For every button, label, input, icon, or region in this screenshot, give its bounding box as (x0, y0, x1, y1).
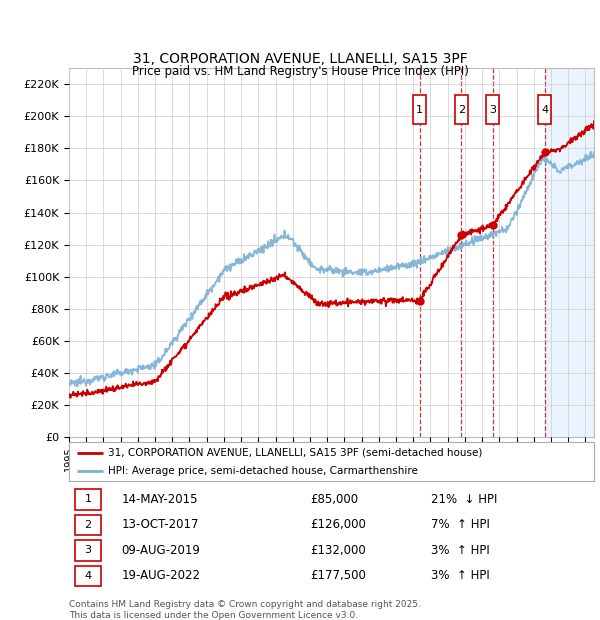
Text: 2: 2 (85, 520, 91, 530)
Bar (486, 95, 499, 125)
Text: 09-AUG-2019: 09-AUG-2019 (121, 544, 200, 557)
Text: 31, CORPORATION AVENUE, LLANELLI, SA15 3PF: 31, CORPORATION AVENUE, LLANELLI, SA15 3… (133, 52, 467, 66)
Text: 4: 4 (85, 571, 91, 581)
Text: 21%  ↓ HPI: 21% ↓ HPI (431, 493, 497, 506)
Text: 13-OCT-2017: 13-OCT-2017 (121, 518, 199, 531)
Bar (455, 95, 468, 125)
Text: £85,000: £85,000 (311, 493, 359, 506)
Text: 3%  ↑ HPI: 3% ↑ HPI (431, 569, 490, 582)
Text: Contains HM Land Registry data © Crown copyright and database right 2025.
This d: Contains HM Land Registry data © Crown c… (69, 600, 421, 619)
Text: £126,000: £126,000 (311, 518, 367, 531)
Text: 7%  ↑ HPI: 7% ↑ HPI (431, 518, 490, 531)
Bar (545, 68, 600, 437)
Text: 3: 3 (489, 105, 496, 115)
Text: 3%  ↑ HPI: 3% ↑ HPI (431, 544, 490, 557)
Text: 1: 1 (85, 494, 91, 504)
Bar (76, 540, 101, 560)
Bar (413, 95, 426, 125)
Text: 14-MAY-2015: 14-MAY-2015 (121, 493, 198, 506)
Bar (76, 489, 101, 510)
Bar (76, 515, 101, 535)
Text: 4: 4 (541, 105, 548, 115)
Text: HPI: Average price, semi-detached house, Carmarthenshire: HPI: Average price, semi-detached house,… (109, 466, 418, 476)
Text: 19-AUG-2022: 19-AUG-2022 (121, 569, 200, 582)
Text: £132,000: £132,000 (311, 544, 366, 557)
Text: 1: 1 (416, 105, 423, 115)
Text: 2: 2 (458, 105, 465, 115)
Text: 3: 3 (85, 546, 91, 556)
Text: Price paid vs. HM Land Registry's House Price Index (HPI): Price paid vs. HM Land Registry's House … (131, 65, 469, 78)
Text: 31, CORPORATION AVENUE, LLANELLI, SA15 3PF (semi-detached house): 31, CORPORATION AVENUE, LLANELLI, SA15 3… (109, 448, 483, 458)
Text: £177,500: £177,500 (311, 569, 367, 582)
Bar (538, 95, 551, 125)
Bar (76, 565, 101, 586)
